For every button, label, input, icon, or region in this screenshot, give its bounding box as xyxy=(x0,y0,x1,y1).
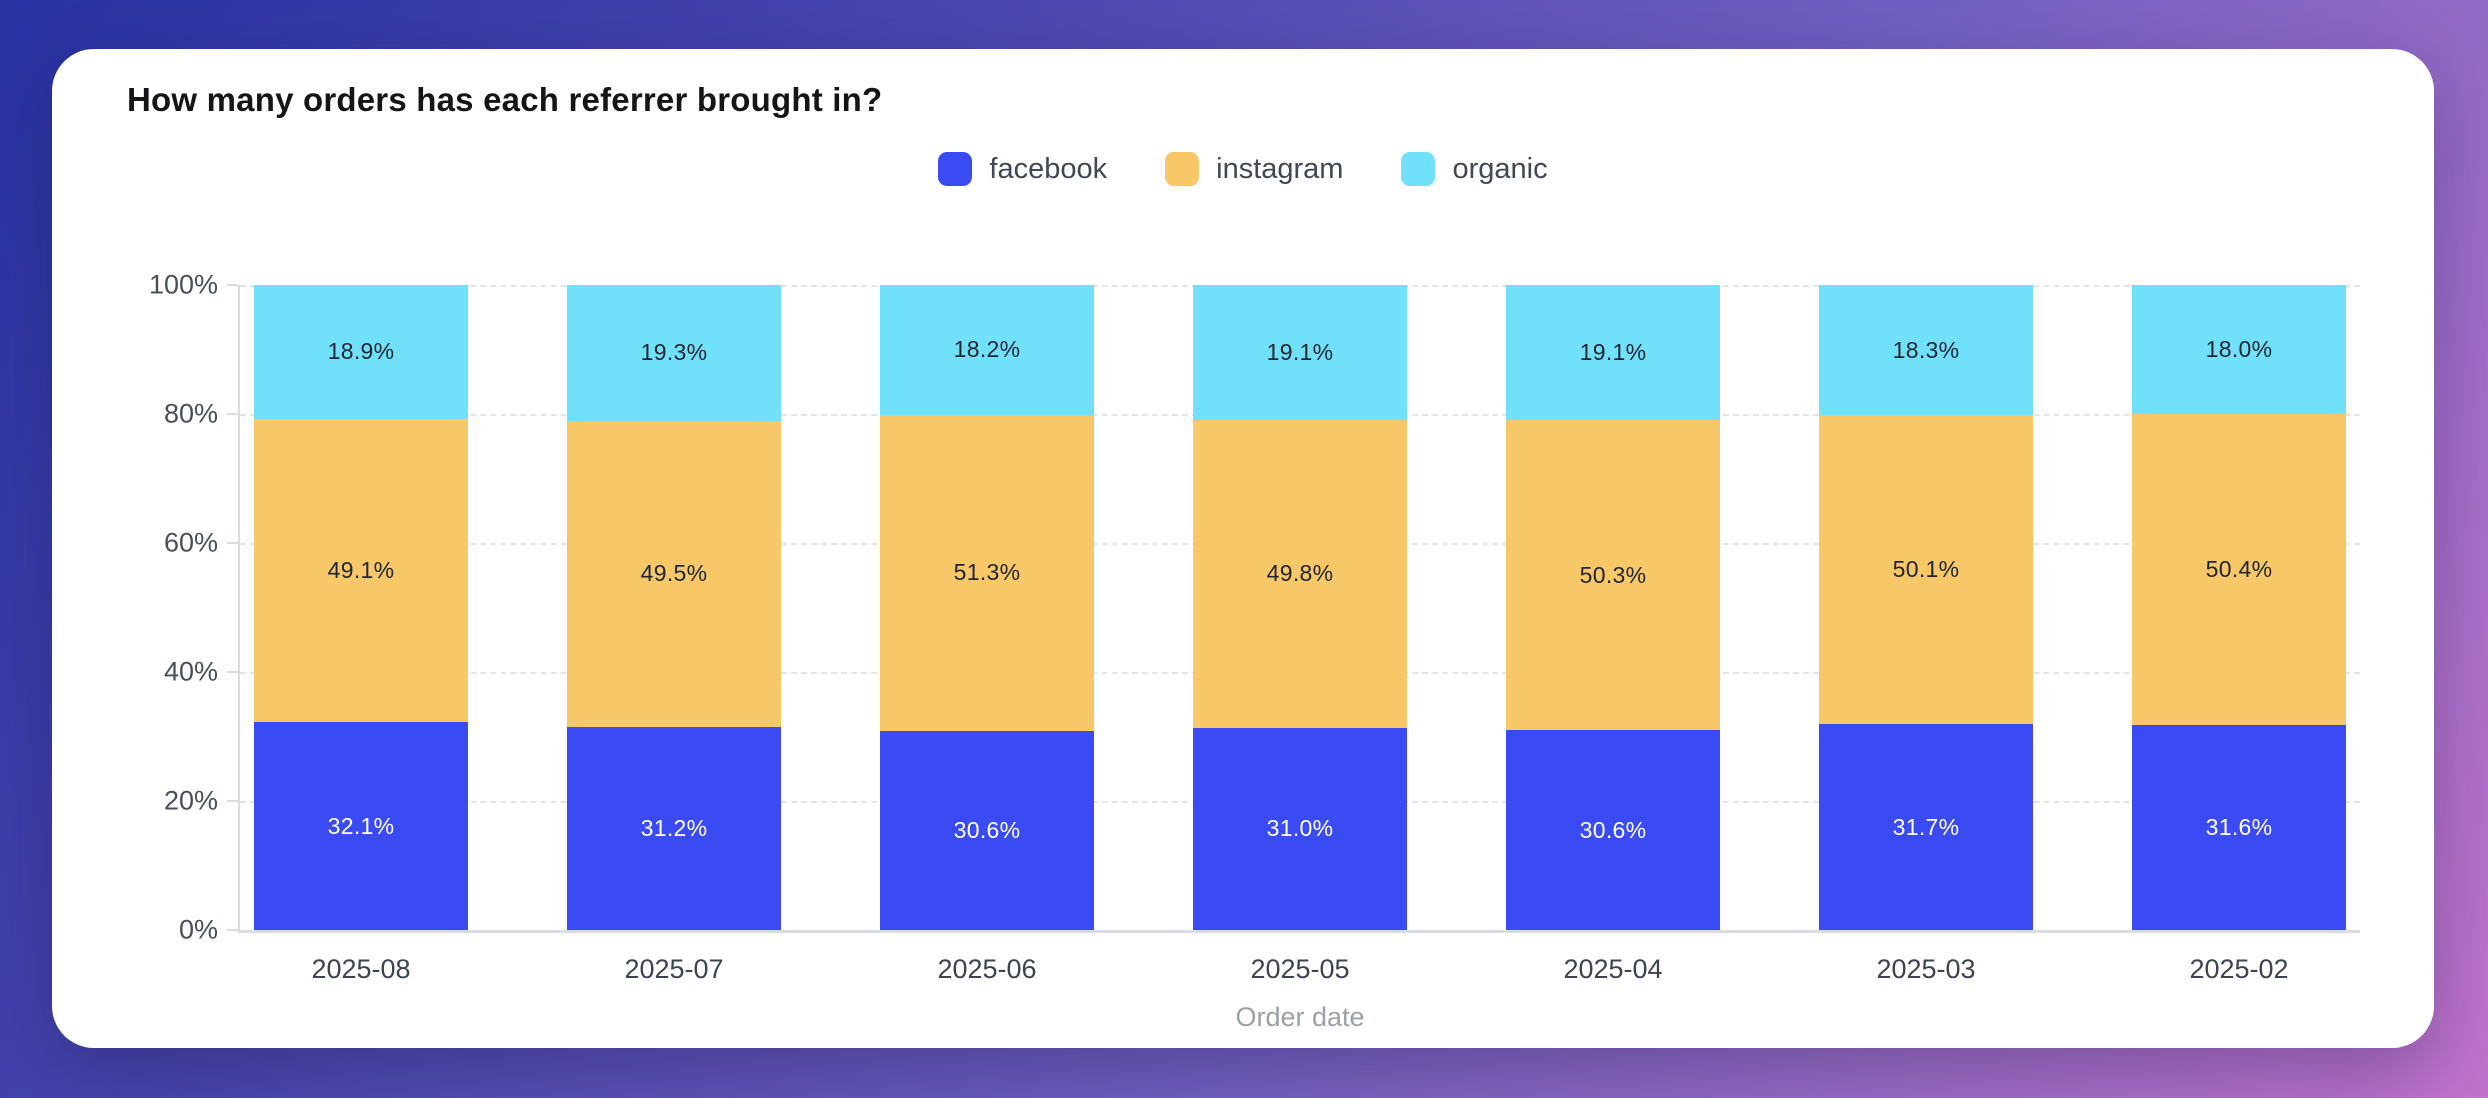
x-axis-label-2025-08: 2025-08 xyxy=(311,954,411,984)
plot-area: 32.1% 49.1% 18.9% 2025-08 31.2% 49.5% 19.3% 202… xyxy=(149,270,2360,984)
bar-segment-facebook-2025-07[interactable]: 31.2% xyxy=(567,727,781,930)
bar-segment-facebook-2025-05[interactable]: 31.0% xyxy=(1193,727,1407,930)
chart-legend: facebook instagram organic xyxy=(52,152,2434,186)
bar-value-label: 18.2% xyxy=(953,336,1021,363)
bar-segment-instagram-2025-04[interactable]: 50.3% xyxy=(1506,419,1720,731)
y-axis-label-100: 100% xyxy=(148,269,218,300)
x-axis-label-2025-04: 2025-04 xyxy=(1563,954,1663,984)
y-axis-tick xyxy=(227,929,238,931)
x-axis-title: Order date xyxy=(1235,1002,1365,1032)
y-axis-tick xyxy=(227,671,238,673)
bar-segment-organic-2025-06[interactable]: 18.2% xyxy=(880,285,1094,415)
bar-segment-facebook-2025-02[interactable]: 31.6% xyxy=(2132,724,2346,930)
y-axis-line xyxy=(238,285,240,930)
y-axis-label-40: 40% xyxy=(163,656,218,687)
bar-value-label: 49.5% xyxy=(640,560,708,587)
bar-value-label: 18.3% xyxy=(1892,336,1960,363)
bar-value-label: 19.1% xyxy=(1266,338,1334,365)
bars-container: 32.1% 49.1% 18.9% 2025-08 31.2% 49.5% 19.3% 202… xyxy=(240,284,2360,984)
bar-segment-facebook-2025-04[interactable]: 30.6% xyxy=(1506,730,1720,930)
bar-2025-03: 31.7% 50.1% 18.3% 2025-03 xyxy=(1819,285,2033,984)
bar-segment-facebook-2025-03[interactable]: 31.7% xyxy=(1819,724,2033,930)
y-axis-label-0: 0% xyxy=(178,914,218,945)
x-axis-label-2025-03: 2025-03 xyxy=(1876,954,1976,984)
bar-value-label: 19.3% xyxy=(640,339,708,366)
bar-segment-facebook-2025-06[interactable]: 30.6% xyxy=(880,730,1094,930)
x-axis-label-2025-05: 2025-05 xyxy=(1250,954,1350,984)
bar-segment-instagram-2025-05[interactable]: 49.8% xyxy=(1193,419,1407,728)
chart-card: How many orders has each referrer brough… xyxy=(52,49,2434,1048)
bar-value-label: 31.6% xyxy=(2205,813,2273,840)
x-axis-label-2025-06: 2025-06 xyxy=(937,954,1037,984)
legend-label: organic xyxy=(1452,152,1548,185)
bar-value-label: 49.8% xyxy=(1266,560,1334,587)
bar-segment-organic-2025-04[interactable]: 19.1% xyxy=(1506,285,1720,420)
bar-value-label: 18.0% xyxy=(2205,335,2273,362)
legend-label: facebook xyxy=(989,152,1108,185)
bar-segment-organic-2025-08[interactable]: 18.9% xyxy=(254,285,468,419)
bar-value-label: 51.3% xyxy=(953,559,1021,586)
chart-title: How many orders has each referrer brough… xyxy=(127,81,883,118)
y-axis-tick xyxy=(227,284,238,286)
bar-2025-08: 32.1% 49.1% 18.9% 2025-08 xyxy=(254,285,468,984)
y-axis-label-20: 20% xyxy=(163,785,218,816)
bar-2025-06: 30.6% 51.3% 18.2% 2025-06 xyxy=(880,285,1094,984)
bar-segment-instagram-2025-02[interactable]: 50.4% xyxy=(2132,413,2346,725)
bar-2025-02: 31.6% 50.4% 18.0% 2025-02 xyxy=(2132,285,2346,984)
bar-segment-organic-2025-05[interactable]: 19.1% xyxy=(1193,285,1407,420)
bar-2025-04: 30.6% 50.3% 19.1% 2025-04 xyxy=(1506,285,1720,984)
bar-segment-instagram-2025-08[interactable]: 49.1% xyxy=(254,418,468,723)
bar-value-label: 18.9% xyxy=(327,338,395,365)
bar-segment-facebook-2025-08[interactable]: 32.1% xyxy=(254,722,468,930)
bar-segment-organic-2025-03[interactable]: 18.3% xyxy=(1819,285,2033,416)
bar-segment-organic-2025-02[interactable]: 18.0% xyxy=(2132,285,2346,414)
bar-segment-organic-2025-07[interactable]: 19.3% xyxy=(567,284,781,421)
x-axis-label-2025-02: 2025-02 xyxy=(2189,954,2289,984)
legend-item-organic[interactable]: organic xyxy=(1401,152,1548,186)
bar-value-label: 30.6% xyxy=(1579,816,1647,843)
x-axis-line xyxy=(238,930,2360,933)
y-axis-tick xyxy=(227,413,238,415)
bar-value-label: 31.0% xyxy=(1266,815,1334,842)
bar-segment-instagram-2025-06[interactable]: 51.3% xyxy=(880,414,1094,731)
bar-2025-07: 31.2% 49.5% 19.3% 2025-07 xyxy=(567,284,781,984)
legend-item-facebook[interactable]: facebook xyxy=(938,152,1107,186)
bar-value-label: 31.2% xyxy=(640,815,708,842)
bar-value-label: 31.7% xyxy=(1892,813,1960,840)
y-axis-tick xyxy=(227,800,238,802)
x-axis-label-2025-07: 2025-07 xyxy=(624,954,724,984)
legend-label: instagram xyxy=(1216,152,1344,185)
y-axis-label-80: 80% xyxy=(163,398,218,429)
bar-value-label: 30.6% xyxy=(953,816,1021,843)
bar-value-label: 32.1% xyxy=(327,812,395,839)
bar-value-label: 49.1% xyxy=(327,556,395,583)
legend-swatch-icon xyxy=(1401,152,1436,186)
bar-segment-instagram-2025-03[interactable]: 50.1% xyxy=(1819,415,2033,725)
legend-swatch-icon xyxy=(938,152,973,186)
bar-2025-05: 31.0% 49.8% 19.1% 2025-05 xyxy=(1193,285,1407,984)
legend-swatch-icon xyxy=(1165,152,1200,186)
legend-item-instagram[interactable]: instagram xyxy=(1165,152,1343,186)
y-axis-tick xyxy=(227,542,238,544)
bar-value-label: 50.4% xyxy=(2205,555,2273,582)
bar-segment-instagram-2025-07[interactable]: 49.5% xyxy=(567,420,781,728)
y-axis-label-60: 60% xyxy=(163,527,218,558)
bar-value-label: 19.1% xyxy=(1579,338,1647,365)
bar-value-label: 50.3% xyxy=(1579,561,1647,588)
bar-value-label: 50.1% xyxy=(1892,556,1960,583)
